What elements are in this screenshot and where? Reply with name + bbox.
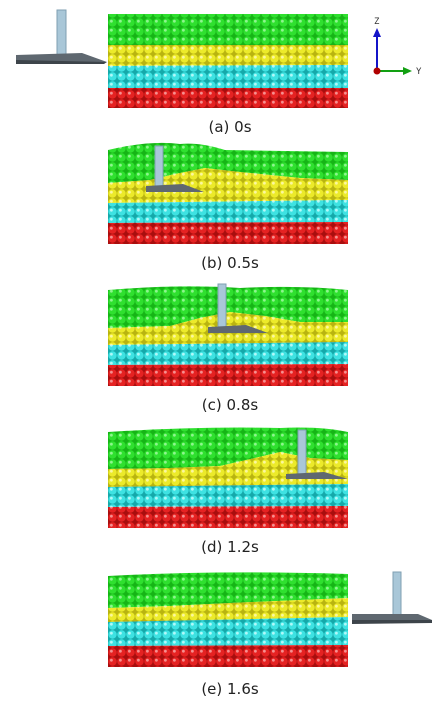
- axes-origin: [373, 67, 381, 75]
- soil-layer-middle: [108, 45, 348, 66]
- y-axis-arrow-icon: [403, 67, 412, 75]
- tillage-tool: [286, 429, 348, 479]
- panel-c: [108, 283, 348, 386]
- soil-layer-top: [108, 572, 348, 608]
- tillage-tool: [16, 9, 107, 64]
- soil-layer-lower: [108, 65, 348, 88]
- tool-blade: [146, 184, 204, 192]
- tool-blade: [208, 325, 268, 333]
- z-axis-label: Z: [374, 17, 380, 27]
- caption-panel-d: (d) 1.2s: [201, 538, 259, 556]
- soil-layer-bottom: [108, 88, 348, 108]
- panel-a: Z Y: [16, 9, 422, 108]
- tool-shank: [297, 429, 307, 477]
- soil-layer-top: [108, 142, 348, 183]
- caption-panel-a: (a) 0s: [208, 118, 252, 136]
- soil-bin-e: [108, 572, 348, 667]
- tillage-tool: [146, 145, 204, 192]
- soil-layer-middle: [108, 598, 348, 622]
- y-axis-label: Y: [416, 67, 422, 77]
- tool-shank: [392, 571, 402, 619]
- soil-layer-lower: [108, 200, 348, 223]
- tool-shank: [154, 145, 164, 189]
- z-axis-arrow-icon: [373, 28, 381, 37]
- soil-layer-top: [108, 14, 348, 45]
- soil-layer-lower: [108, 617, 348, 646]
- soil-layer-bottom: [108, 506, 348, 528]
- soil-bin-c: [108, 286, 348, 386]
- tillage-tool: [352, 571, 432, 624]
- tool-blade-edge: [352, 620, 432, 624]
- soil-bin-a: [108, 14, 348, 108]
- soil-layer-lower: [108, 342, 348, 365]
- panel-e: [108, 571, 432, 667]
- panel-b: [108, 142, 348, 244]
- tool-blade: [16, 53, 107, 62]
- soil-layer-top: [108, 286, 348, 328]
- soil-layer-middle: [108, 168, 348, 203]
- soil-bin-b: [108, 142, 348, 244]
- soil-layer-top: [108, 427, 348, 469]
- soil-layer-bottom: [108, 222, 348, 244]
- soil-layer-lower: [108, 484, 348, 507]
- tool-shank: [56, 9, 67, 59]
- coordinate-axes: Z Y: [373, 17, 422, 77]
- tool-blade-edge: [16, 60, 107, 64]
- tool-shank: [217, 283, 227, 329]
- soil-layer-bottom: [108, 645, 348, 667]
- caption-panel-c: (c) 0.8s: [201, 396, 259, 414]
- panel-d: [108, 427, 348, 528]
- caption-panel-e: (e) 1.6s: [201, 680, 259, 698]
- tool-blade: [286, 472, 348, 479]
- caption-panel-b: (b) 0.5s: [201, 254, 259, 272]
- soil-layer-bottom: [108, 364, 348, 386]
- tillage-tool: [208, 283, 268, 333]
